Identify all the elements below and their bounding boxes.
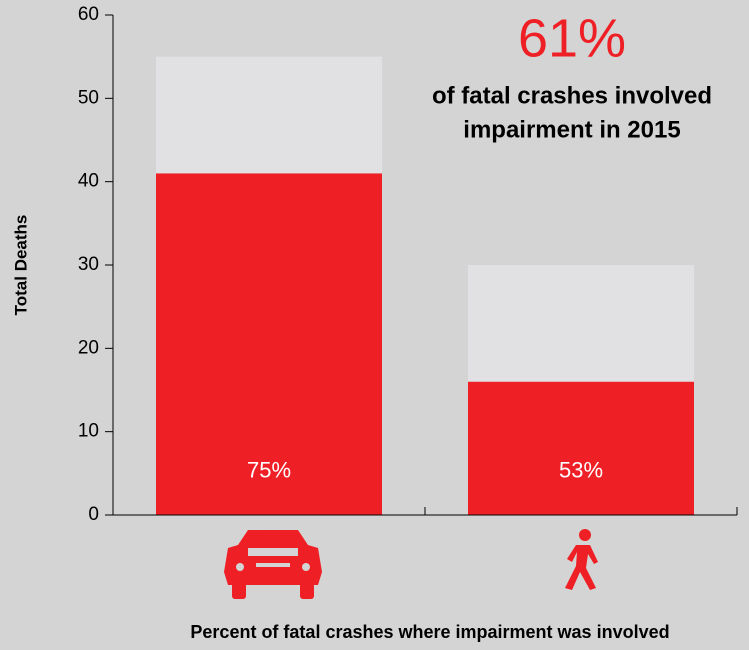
bar-segment: [468, 265, 694, 382]
y-tick-label: 50: [78, 87, 99, 108]
plot: 0 10 20 30 40 50 60 75% 53%: [78, 4, 738, 525]
y-tick-label: 60: [78, 4, 99, 25]
bar-segment: [468, 381, 694, 515]
y-axis-label: Total Deaths: [11, 215, 30, 316]
y-tick-label: 30: [78, 254, 99, 275]
pedestrian-icon: [565, 529, 598, 590]
bar-label: 53%: [559, 457, 603, 482]
headline: 61%: [518, 8, 626, 68]
car-icon: [224, 530, 322, 599]
headline-text: of fatal crashes involved: [432, 82, 712, 109]
x-axis-label: Percent of fatal crashes where impairmen…: [190, 622, 669, 642]
bar-label: 75%: [247, 457, 291, 482]
y-tick-label: 40: [78, 171, 99, 192]
y-tick-label: 0: [88, 504, 99, 525]
headline-text: impairment in 2015: [463, 116, 680, 143]
y-tick-label: 20: [78, 337, 99, 358]
bar-segment: [156, 173, 382, 516]
bar-segment: [156, 56, 382, 174]
y-tick-label: 10: [78, 421, 99, 442]
overlay: 61% of fatal crashes involved impairment…: [224, 8, 712, 599]
